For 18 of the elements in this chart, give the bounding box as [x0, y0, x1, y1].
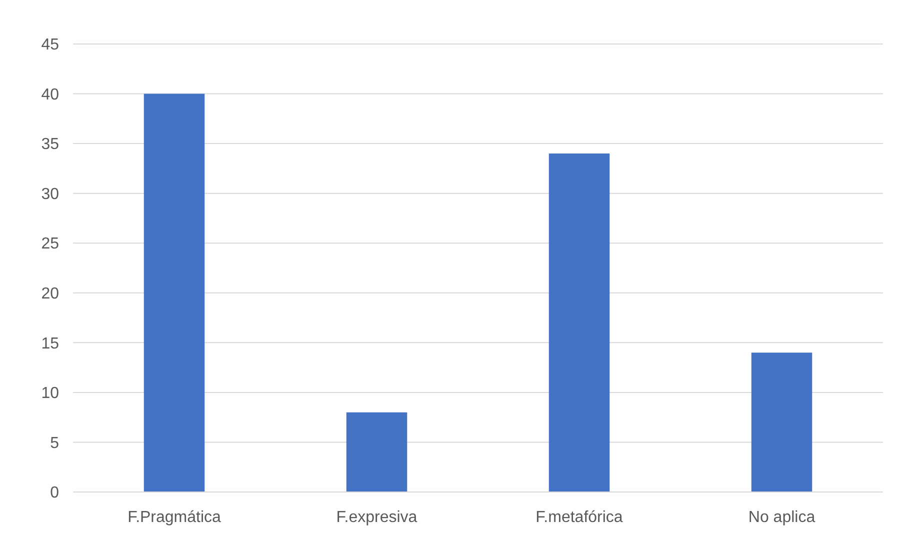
y-tick-label: 20: [41, 285, 60, 302]
bar: [548, 154, 610, 492]
y-tick-label: 5: [50, 434, 60, 452]
y-tick-label: 45: [41, 36, 60, 54]
y-tick-label: 30: [41, 186, 60, 203]
y-tick-label: 15: [41, 335, 60, 352]
x-tick-label: F.Pragmática: [128, 509, 222, 526]
bar: [346, 412, 408, 492]
x-tick-label: F.expresiva: [336, 509, 418, 526]
bar: [751, 352, 812, 492]
y-tick-label: 40: [41, 86, 60, 104]
x-tick-label: No aplica: [748, 509, 816, 526]
bar: [144, 94, 205, 492]
x-tick-label: F.metafórica: [536, 509, 623, 526]
y-tick-label: 0: [50, 484, 60, 502]
y-tick-label: 25: [41, 236, 60, 253]
y-tick-label: 10: [41, 385, 60, 402]
y-tick-label: 35: [41, 136, 60, 154]
